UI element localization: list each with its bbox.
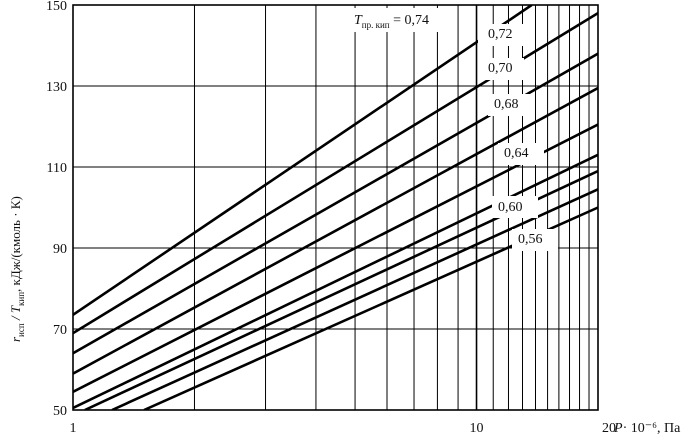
label-backgrounds xyxy=(350,8,558,251)
curve-label: 0,70 xyxy=(488,61,513,76)
legend-title-suffix: = 0,74 xyxy=(390,13,429,28)
series-line-3 xyxy=(73,86,598,375)
y-axis-label-r: r xyxy=(8,336,23,342)
curve-label-bg xyxy=(480,58,524,80)
y-axis-label-t-sub: кип xyxy=(16,292,26,306)
y-axis-label-r-sub: исп xyxy=(16,323,26,337)
series-line-5 xyxy=(73,153,598,410)
series-line-4 xyxy=(73,123,598,393)
x-axis-label-unit: · 10⁻⁶, Па xyxy=(623,421,682,436)
y-tick-label: 90 xyxy=(53,242,67,257)
y-tick-label: 130 xyxy=(46,80,67,95)
y-tick-label: 110 xyxy=(47,161,67,176)
y-axis-label: rисп / Tкип, кДж/(кмоль · К) xyxy=(8,196,26,342)
curve-label-bg xyxy=(478,24,524,46)
series-line-0 xyxy=(73,5,533,316)
y-axis-label-t: / T xyxy=(8,305,23,323)
curve-label: 0,68 xyxy=(494,97,519,112)
curve-label: 0,56 xyxy=(518,232,543,247)
y-tick-label: 50 xyxy=(53,404,67,419)
x-tick-label: 20 xyxy=(602,421,616,436)
legend-title-sub: пр. кип xyxy=(362,20,390,30)
legend-title-bg xyxy=(350,8,450,32)
y-tick-label: 70 xyxy=(53,323,67,338)
curve-label-bg xyxy=(512,229,558,251)
x-axis-label: P· 10⁻⁶, Па xyxy=(613,421,681,436)
curve-label-bg xyxy=(488,94,534,116)
legend-title-t: T xyxy=(354,13,363,28)
x-tick-label: 10 xyxy=(470,421,484,436)
curve-labels: 0,72 0,70 0,68 0,64 0,60 0,56 xyxy=(488,27,543,247)
curve-label-bg xyxy=(492,196,538,218)
curve-label-bg xyxy=(498,143,544,165)
series-line-7 xyxy=(111,188,598,410)
x-tick-label: 1 xyxy=(70,421,77,436)
y-axis-label-unit: , кДж/(кмоль · К) xyxy=(8,196,23,292)
series-lines xyxy=(73,5,598,410)
curve-label: 0,60 xyxy=(498,200,523,215)
y-tick-label: 150 xyxy=(46,0,67,14)
x-axis-label-main: P xyxy=(613,421,623,436)
curve-label: 0,72 xyxy=(488,27,513,42)
legend-title: Tпр. кип = 0,74 xyxy=(354,13,429,30)
curve-label: 0,64 xyxy=(504,146,529,161)
